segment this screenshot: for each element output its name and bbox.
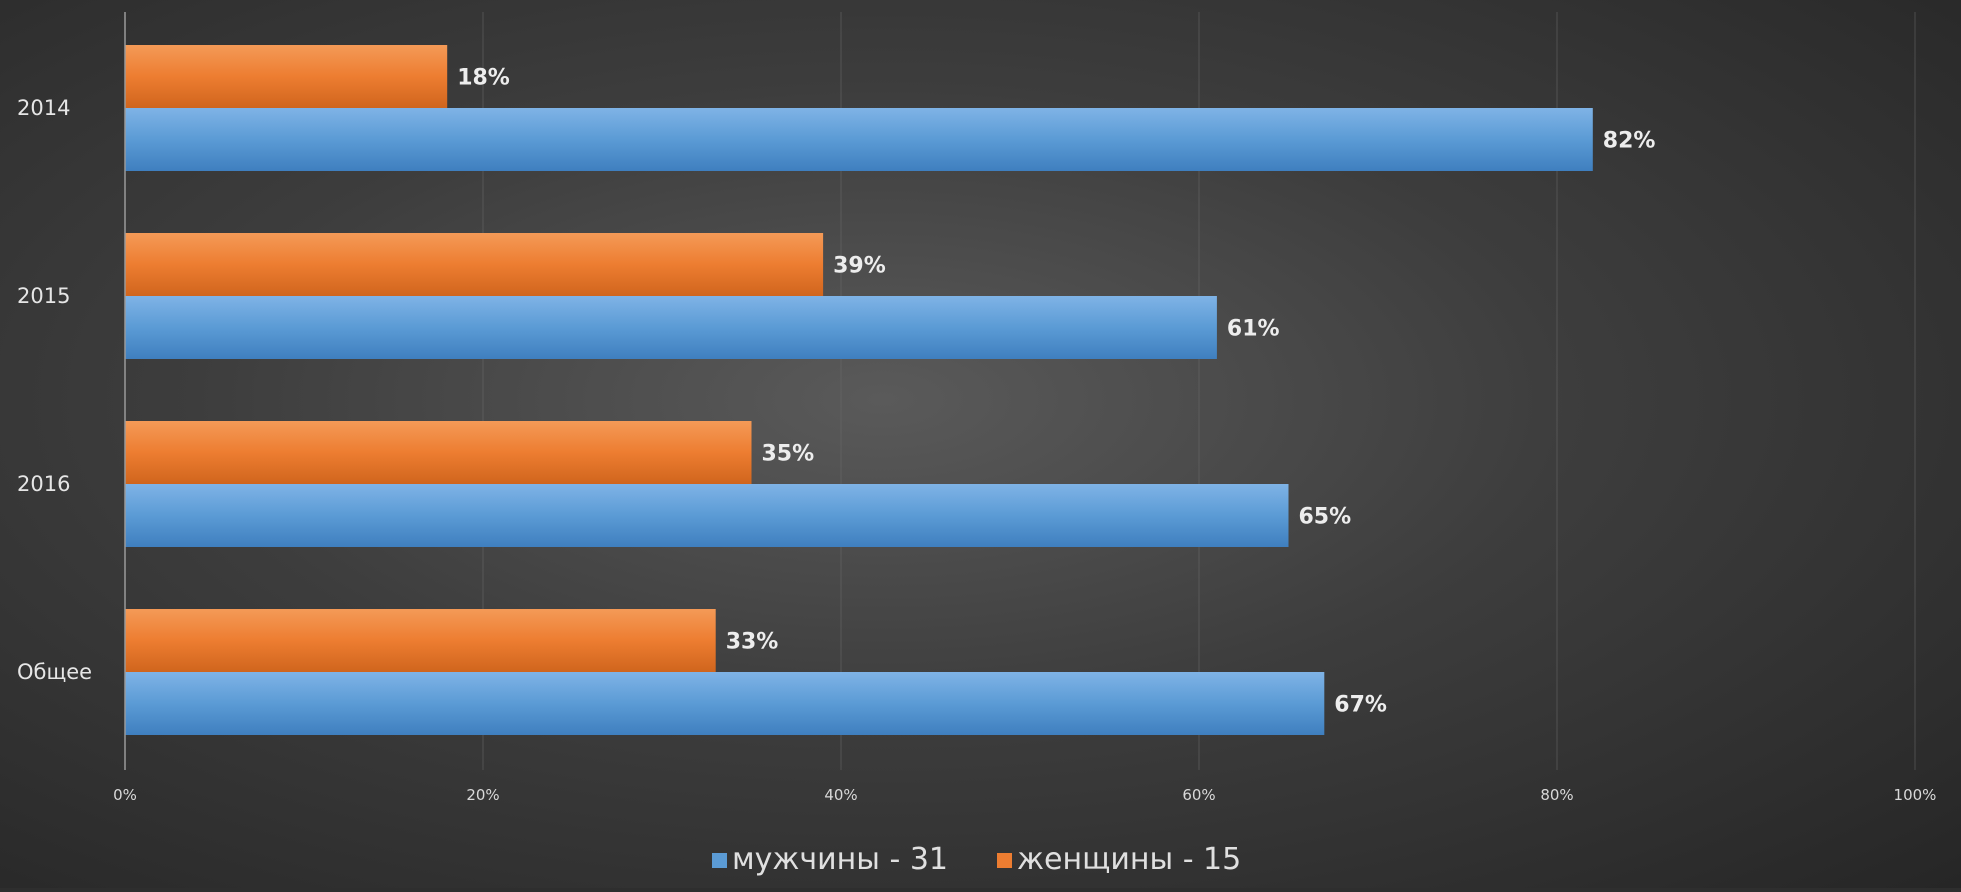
data-label: 39% [833,254,886,279]
x-tick-label: 60% [1182,786,1215,804]
data-label: 67% [1334,693,1387,718]
x-tick-label: 20% [466,786,499,804]
data-label: 65% [1299,505,1352,530]
bar-men [125,672,1325,735]
x-tick-label: 40% [824,786,857,804]
bar-men [125,296,1217,359]
category-label: 2014 [17,96,70,120]
bar-women [125,609,716,672]
category-label: 2015 [17,284,70,308]
data-label: 35% [762,442,815,467]
x-tick-label: 100% [1894,786,1937,804]
legend: мужчины - 31 женщины - 15 [712,842,1241,877]
legend-swatch [712,853,727,868]
bar-women [125,233,824,296]
category-label: Общее [17,660,92,684]
data-label: 18% [457,66,510,91]
legend-label: женщины - 15 [1017,842,1241,877]
legend-label: мужчины - 31 [732,842,948,877]
data-label: 33% [726,630,779,655]
bar-women [125,45,448,108]
category-label: 2016 [17,472,70,496]
axes: 0% 20% 40% 60% 80% 100% 2014 2015 2016 Общее [17,12,1936,804]
bar-women [125,421,752,484]
data-label: 61% [1227,317,1280,342]
bars [125,45,1593,735]
x-tick-label: 0% [113,786,137,804]
x-tick-label: 80% [1540,786,1573,804]
data-labels: 18% 82% 39% 61% 35% 65% 33% 67% [457,66,1655,718]
bar-men [125,484,1289,547]
data-label: 82% [1603,129,1656,154]
bar-men [125,108,1593,171]
legend-swatch [997,853,1012,868]
